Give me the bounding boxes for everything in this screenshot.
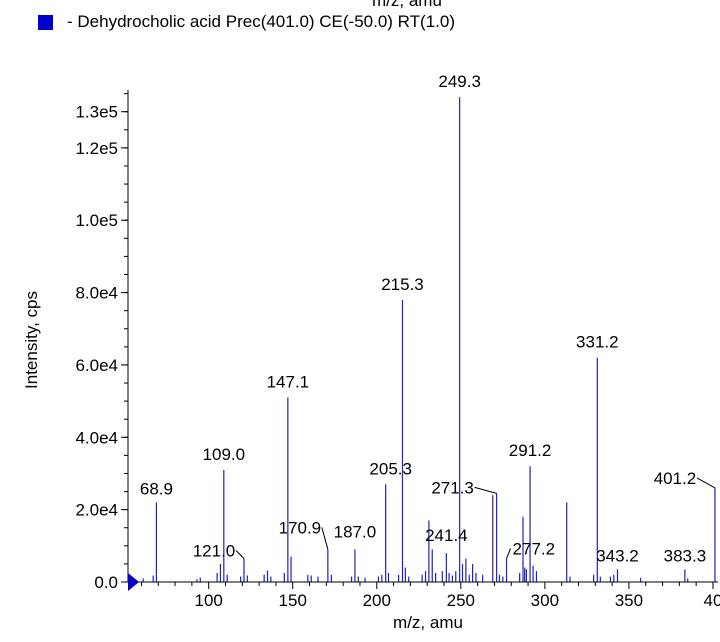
peak-label-leader bbox=[696, 477, 716, 489]
peak-label: 241.4 bbox=[425, 526, 468, 545]
peak-label: 343.2 bbox=[596, 546, 639, 565]
x-tick-label: 250 bbox=[447, 591, 475, 610]
peak-label: 249.3 bbox=[438, 72, 481, 91]
peak-label-leader bbox=[321, 527, 329, 550]
peak-label: 291.2 bbox=[509, 441, 552, 460]
peak-label: 215.3 bbox=[381, 275, 424, 294]
peak-label-leader bbox=[235, 550, 245, 559]
peak-label: 205.3 bbox=[369, 459, 412, 478]
legend-label: - Dehydrocholic acid Prec(401.0) CE(-50.… bbox=[67, 12, 455, 31]
peak-label: 147.1 bbox=[267, 373, 310, 392]
y-tick-label: 1.0e5 bbox=[75, 211, 118, 230]
peak-labels-group: 68.9 109.0 121.0 147.1 170.9 187.0 205.3 215.3 2… bbox=[140, 72, 716, 565]
x-tick-label: 100 bbox=[194, 591, 222, 610]
peak-label: 68.9 bbox=[140, 479, 173, 498]
top-axis-label-cut: m/z, amu bbox=[372, 0, 442, 10]
legend: - Dehydrocholic acid Prec(401.0) CE(-50.… bbox=[38, 12, 455, 32]
y-tick-label: 1.3e5 bbox=[75, 103, 118, 122]
peak-label-leader bbox=[506, 548, 512, 559]
peak-label: 383.3 bbox=[664, 546, 707, 565]
y-tick-label: 0.0 bbox=[94, 573, 118, 592]
peak-label: 277.2 bbox=[513, 539, 556, 558]
x-tick-label: 40 bbox=[703, 591, 720, 610]
peaks-group bbox=[142, 97, 716, 582]
y-tick-label: 1.2e5 bbox=[75, 139, 118, 158]
y-axis-label: Intensity, cps bbox=[22, 291, 41, 389]
peak-label: 109.0 bbox=[203, 445, 246, 464]
precursor-marker-icon bbox=[128, 573, 139, 591]
axes-group: 100 150 200 250 300 350 40 0.0 2.0e4 4.0e4 6.0e4 8.… bbox=[75, 90, 720, 610]
peak-label: 187.0 bbox=[334, 522, 377, 541]
y-tick-label: 6.0e4 bbox=[75, 356, 118, 375]
x-axis-label: m/z, amu bbox=[393, 613, 463, 632]
y-tick-label: 2.0e4 bbox=[75, 501, 118, 520]
x-tick-label: 300 bbox=[531, 591, 559, 610]
peak-label: 170.9 bbox=[279, 518, 322, 537]
peak-label: 271.3 bbox=[431, 478, 474, 497]
peak-label-leader bbox=[474, 486, 497, 494]
peak-label: 331.2 bbox=[576, 333, 619, 352]
legend-swatch bbox=[38, 14, 53, 30]
peak-label: 401.2 bbox=[654, 469, 697, 488]
x-tick-label: 200 bbox=[363, 591, 391, 610]
x-tick-label: 150 bbox=[279, 591, 307, 610]
y-tick-label: 8.0e4 bbox=[75, 284, 118, 303]
peak-label: 121.0 bbox=[193, 541, 236, 560]
y-tick-label: 4.0e4 bbox=[75, 428, 118, 447]
x-tick-label: 350 bbox=[615, 591, 643, 610]
